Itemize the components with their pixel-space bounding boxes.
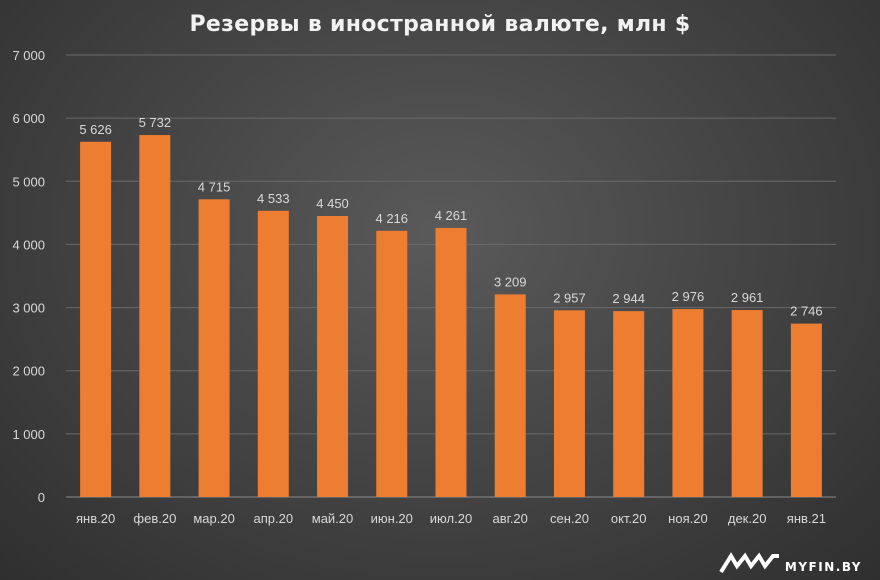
data-label: 4 533 [257,191,290,206]
data-label: 4 715 [198,179,231,194]
myfin-logo-icon [719,552,779,574]
x-tick-label: сен.20 [550,511,589,526]
x-tick-label: июл.20 [430,511,472,526]
x-tick-label: май.20 [312,511,354,526]
y-tick-label: 4 000 [12,237,45,252]
bar [553,310,585,497]
y-tick-label: 0 [38,490,45,505]
data-label: 2 957 [553,290,586,305]
y-tick-label: 5 000 [12,174,45,189]
data-label: 3 209 [494,274,527,289]
x-tick-label: авг.20 [493,511,528,526]
data-label: 2 976 [672,289,705,304]
bar [672,309,704,497]
data-label: 5 732 [139,115,172,130]
y-tick-label: 1 000 [12,427,45,442]
data-label: 2 746 [790,304,823,319]
x-tick-label: дек.20 [728,511,767,526]
bar [317,216,349,497]
y-tick-label: 2 000 [12,364,45,379]
bar [198,199,230,497]
bar [613,311,645,497]
myfin-logo: MYFIN.BY [719,552,862,574]
bar [257,210,289,497]
x-tick-label: окт.20 [611,511,647,526]
bar [139,135,171,498]
y-tick-label: 6 000 [12,111,45,126]
bar [731,310,763,497]
watermark-text: MYFIN.BY [784,560,862,574]
data-label: 5 626 [79,122,112,137]
data-label: 4 261 [435,208,468,223]
chart-title: Резервы в иностранной валюте, млн $ [189,12,691,37]
x-tick-label: ноя.20 [668,511,708,526]
x-tick-label: мар.20 [193,511,234,526]
x-tick-label: апр.20 [254,511,294,526]
x-tick-label: фев.20 [133,511,176,526]
bar [435,227,467,497]
data-label: 2 961 [731,290,764,305]
bar [494,294,526,497]
y-tick-label: 7 000 [12,48,45,63]
x-tick-label: июн.20 [371,511,413,526]
y-tick-label: 3 000 [12,301,45,316]
data-label: 4 450 [316,196,349,211]
bar [376,230,408,497]
data-label: 2 944 [612,291,645,306]
data-label: 4 216 [375,211,408,226]
x-tick-label: янв.21 [787,511,826,526]
bar [790,323,822,497]
x-tick-label: янв.20 [76,511,115,526]
bar [80,141,112,497]
